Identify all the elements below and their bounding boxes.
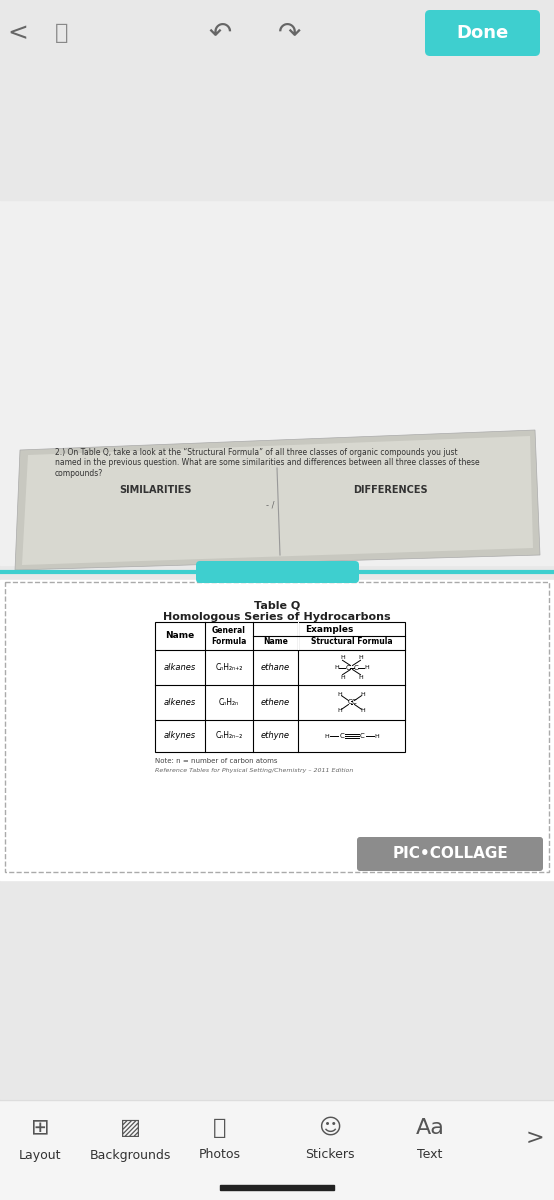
Bar (0, 0, 554, 65)
Text: Done: Done (457, 24, 509, 42)
Text: - /: - / (266, 500, 274, 510)
Text: ethyne: ethyne (261, 732, 290, 740)
Text: ⧉: ⧉ (55, 23, 69, 43)
Text: ▨: ▨ (120, 1118, 141, 1138)
Text: Layout: Layout (19, 1148, 61, 1162)
Bar (5, 582, 549, 872)
Text: ethane: ethane (261, 662, 290, 672)
Text: Stickers: Stickers (305, 1148, 355, 1162)
Text: ↶: ↶ (208, 19, 232, 47)
Text: ⬜: ⬜ (213, 1118, 227, 1138)
Text: <: < (8, 20, 28, 44)
Bar (220, 1186, 334, 1190)
Text: C: C (353, 665, 358, 671)
Text: H: H (324, 733, 329, 738)
FancyBboxPatch shape (196, 560, 359, 583)
Text: H: H (337, 692, 342, 697)
Text: ethene: ethene (261, 698, 290, 707)
Text: H: H (334, 665, 339, 670)
Text: Text: Text (417, 1148, 443, 1162)
Text: H: H (340, 655, 345, 660)
Text: Name: Name (166, 631, 194, 641)
Text: Reference Tables for Physical Setting/Chemistry – 2011 Edition: Reference Tables for Physical Setting/Ch… (155, 768, 353, 773)
Text: C: C (359, 733, 364, 739)
Text: CₙH₂ₙ₊₂: CₙH₂ₙ₊₂ (216, 662, 243, 672)
Text: ☺: ☺ (319, 1118, 342, 1138)
Text: H: H (361, 708, 366, 713)
Bar (155, 622, 405, 752)
Bar (0, 65, 554, 200)
Text: >: > (526, 1128, 545, 1148)
Text: 2.) On Table Q, take a look at the “Structural Formula” of all three classes of : 2.) On Table Q, take a look at the “Stru… (55, 448, 480, 478)
Text: C: C (347, 700, 352, 706)
Text: H: H (337, 708, 342, 713)
Text: H: H (364, 665, 368, 670)
Text: H: H (361, 692, 366, 697)
Text: General
Formula: General Formula (211, 626, 247, 646)
Text: H: H (340, 674, 345, 680)
Text: C: C (351, 700, 356, 706)
Text: ↷: ↷ (278, 19, 301, 47)
Text: CₙH₂ₙ₋₂: CₙH₂ₙ₋₂ (216, 732, 243, 740)
Text: Photos: Photos (199, 1148, 241, 1162)
Text: C: C (339, 733, 344, 739)
Text: alkenes: alkenes (164, 698, 196, 707)
Text: Backgrounds: Backgrounds (89, 1148, 171, 1162)
Text: ⊞: ⊞ (30, 1118, 49, 1138)
Text: H: H (358, 674, 363, 680)
Text: Note: n = number of carbon atoms: Note: n = number of carbon atoms (155, 758, 278, 764)
Text: Aa: Aa (416, 1118, 444, 1138)
FancyBboxPatch shape (425, 10, 540, 56)
Text: CₙH₂ₙ: CₙH₂ₙ (219, 698, 239, 707)
Text: H: H (374, 733, 379, 738)
Polygon shape (22, 436, 533, 565)
Bar (0, 200, 554, 565)
Text: PIC•COLLAGE: PIC•COLLAGE (392, 846, 508, 862)
Polygon shape (15, 430, 540, 570)
Text: Structural Formula: Structural Formula (311, 637, 392, 647)
Text: Name: Name (263, 637, 288, 647)
Text: DIFFERENCES: DIFFERENCES (353, 485, 427, 494)
Text: Table Q
Homologous Series of Hydrocarbons: Table Q Homologous Series of Hydrocarbon… (163, 600, 391, 622)
Text: Examples: Examples (305, 624, 353, 634)
Bar (297, 622, 299, 650)
Text: alkynes: alkynes (164, 732, 196, 740)
Text: C: C (345, 665, 350, 671)
Text: SIMILARITIES: SIMILARITIES (119, 485, 191, 494)
Text: alkanes: alkanes (164, 662, 196, 672)
FancyBboxPatch shape (357, 838, 543, 871)
Text: H: H (358, 655, 363, 660)
Bar (0, 580, 554, 880)
Bar (0, 1100, 554, 1200)
